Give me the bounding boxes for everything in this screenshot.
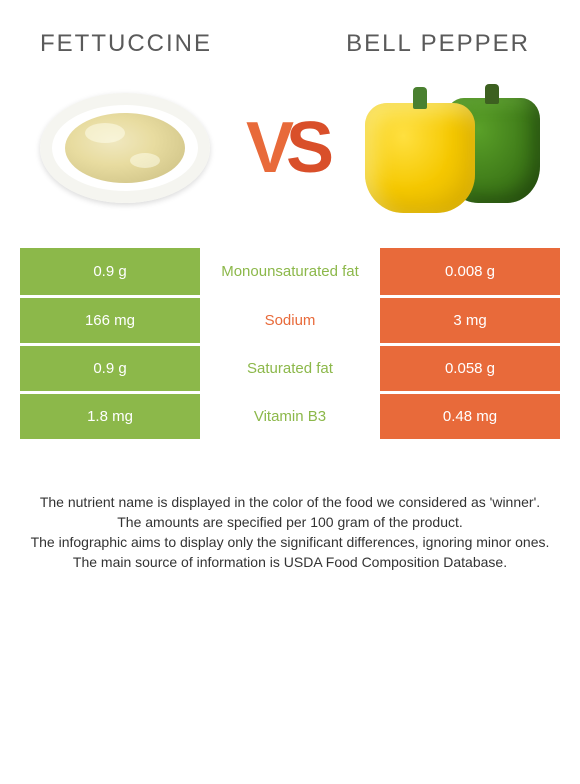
nutrient-label-cell: Monounsaturated fat: [200, 248, 380, 296]
left-value-cell: 166 mg: [20, 296, 200, 344]
footer-line: The amounts are specified per 100 gram o…: [30, 512, 550, 532]
table-row: 166 mgSodium3 mg: [20, 296, 560, 344]
footer-line: The infographic aims to display only the…: [30, 532, 550, 552]
footer-line: The main source of information is USDA F…: [30, 552, 550, 572]
nutrient-label-cell: Sodium: [200, 296, 380, 344]
left-value-cell: 0.9 g: [20, 248, 200, 296]
nutrient-label-cell: Vitamin B3: [200, 392, 380, 440]
fettuccine-image: [30, 78, 220, 218]
right-value-cell: 0.48 mg: [380, 392, 560, 440]
header: Fettuccine Bell pepper: [0, 0, 580, 68]
vs-s: S: [286, 107, 334, 189]
images-row: V S: [0, 68, 580, 248]
right-food-title: Bell pepper: [346, 30, 530, 58]
table-row: 0.9 gMonounsaturated fat0.008 g: [20, 248, 560, 296]
nutrient-label-cell: Saturated fat: [200, 344, 380, 392]
yellow-pepper-icon: [365, 103, 475, 213]
table-row: 0.9 gSaturated fat0.058 g: [20, 344, 560, 392]
right-value-cell: 0.058 g: [380, 344, 560, 392]
vs-label: V S: [246, 107, 334, 189]
bell-pepper-image: [360, 78, 550, 218]
left-food-title: Fettuccine: [40, 30, 212, 58]
table-row: 1.8 mgVitamin B30.48 mg: [20, 392, 560, 440]
right-value-cell: 3 mg: [380, 296, 560, 344]
pasta-icon: [65, 113, 185, 183]
plate-icon: [40, 93, 210, 203]
left-value-cell: 1.8 mg: [20, 392, 200, 440]
right-value-cell: 0.008 g: [380, 248, 560, 296]
footer-line: The nutrient name is displayed in the co…: [30, 492, 550, 512]
nutrient-table: 0.9 gMonounsaturated fat0.008 g166 mgSod…: [20, 248, 560, 442]
left-value-cell: 0.9 g: [20, 344, 200, 392]
footer-notes: The nutrient name is displayed in the co…: [0, 442, 580, 573]
